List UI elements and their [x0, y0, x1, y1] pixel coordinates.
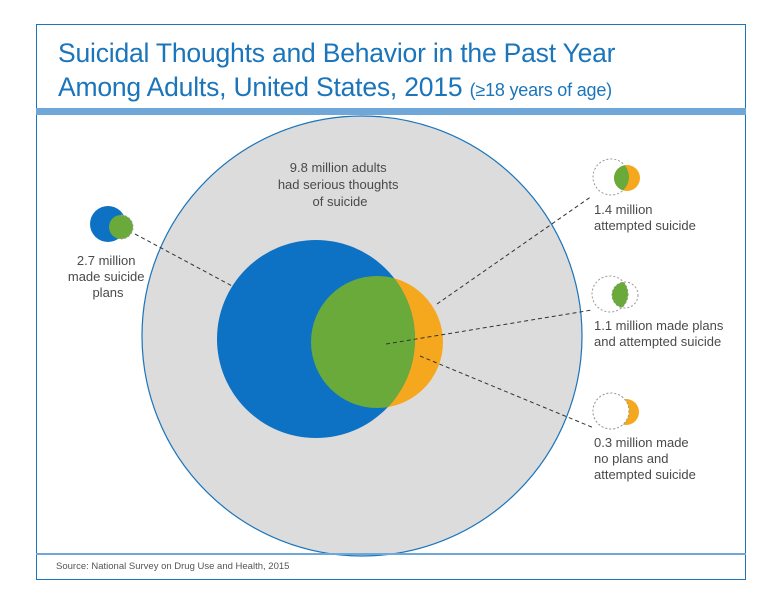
thoughts-line-3: of suicide	[313, 194, 368, 209]
attempted-mini-green	[614, 165, 629, 191]
plans-line-2: made suicide	[68, 269, 145, 284]
no-plans-line-1: 0.3 million made	[594, 435, 689, 450]
plans-line-1: 2.7 million	[77, 253, 136, 268]
plans-line-3: plans	[92, 285, 124, 300]
attempted-line-2: attempted suicide	[594, 218, 696, 233]
plans-mini-icon	[90, 206, 134, 242]
attempted-mini-icon	[592, 158, 640, 196]
title-line-2: Among Adults, United States, 2015 (≥18 y…	[58, 70, 738, 107]
attempted-line-1: 1.4 million	[594, 202, 653, 217]
page-title: Suicidal Thoughts and Behavior in the Pa…	[58, 36, 738, 107]
title-line-1: Suicidal Thoughts and Behavior in the Pa…	[58, 38, 616, 68]
attempted-label: 1.4 million attempted suicide	[594, 202, 696, 233]
no-plans-mini-mask	[592, 392, 630, 430]
plans-mini-green	[109, 215, 133, 239]
plans-attempted-line-2: and attempted suicide	[594, 334, 721, 349]
plans-and-attempted-overlap	[311, 276, 415, 408]
plans-attempted-label: 1.1 million made plans and attempted sui…	[594, 318, 727, 349]
no-plans-line-3: attempted suicide	[594, 467, 696, 482]
leader-attempted	[436, 195, 593, 305]
no-plans-line-2: no plans and	[594, 451, 668, 466]
title-line-2-text: Among Adults, United States, 2015	[58, 72, 463, 102]
plans-label: 2.7 million made suicide plans	[68, 253, 148, 300]
thoughts-label: 9.8 million adults had serious thoughts …	[278, 160, 402, 209]
title-rule	[36, 108, 746, 115]
plans-attempted-line-1: 1.1 million made plans	[594, 318, 724, 333]
leader-lines	[134, 195, 595, 429]
thoughts-line-2: had serious thoughts	[278, 177, 399, 192]
no-plans-attempted-label: 0.3 million made no plans and attempted …	[594, 435, 696, 482]
plans-attempted-mini-icon	[591, 275, 639, 313]
leader-plans	[134, 233, 235, 288]
plans-attempted-mini-green	[612, 282, 628, 308]
source-rule	[36, 553, 746, 555]
no-plans-attempted-mini-icon	[592, 392, 639, 430]
source-note: Source: National Survey on Drug Use and …	[56, 561, 290, 572]
thoughts-line-1: 9.8 million adults	[290, 160, 387, 175]
leader-no-plans-attempted	[419, 355, 595, 429]
title-qualifier: (≥18 years of age)	[469, 80, 613, 100]
